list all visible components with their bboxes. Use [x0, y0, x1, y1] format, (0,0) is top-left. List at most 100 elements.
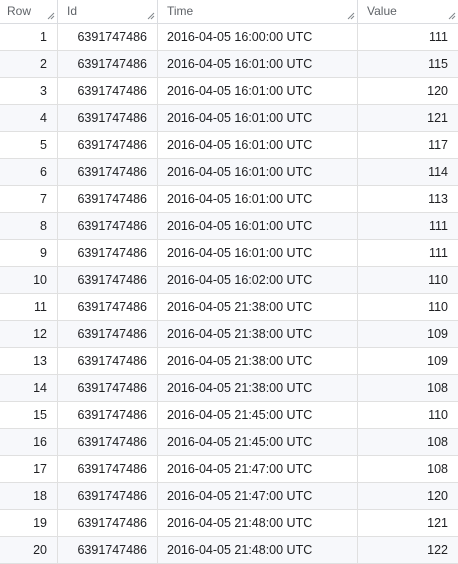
row-number-cell[interactable]: 4 — [0, 105, 58, 131]
row-number-cell[interactable]: 14 — [0, 375, 58, 401]
row-number-cell[interactable]: 7 — [0, 186, 58, 212]
time-cell[interactable]: 2016-04-05 16:01:00 UTC — [158, 186, 358, 212]
value-cell[interactable]: 113 — [428, 192, 448, 206]
table-row[interactable]: 9 6391747486 2016-04-05 16:01:00 UTC 111 — [0, 240, 458, 267]
time-cell[interactable]: 2016-04-05 16:02:00 UTC — [158, 267, 358, 293]
row-number-cell[interactable]: 2 — [0, 51, 58, 77]
id-cell[interactable]: 6391747486 — [58, 78, 158, 104]
value-cell[interactable]: 108 — [427, 435, 448, 449]
table-row[interactable]: 2 6391747486 2016-04-05 16:01:00 UTC 115 — [0, 51, 458, 78]
row-number-cell[interactable]: 8 — [0, 213, 58, 239]
table-row[interactable]: 12 6391747486 2016-04-05 21:38:00 UTC 109 — [0, 321, 458, 348]
row-number-cell[interactable]: 17 — [0, 456, 58, 482]
table-row[interactable]: 18 6391747486 2016-04-05 21:47:00 UTC 120 — [0, 483, 458, 510]
row-number-cell[interactable]: 11 — [0, 294, 58, 320]
table-row[interactable]: 5 6391747486 2016-04-05 16:01:00 UTC 117 — [0, 132, 458, 159]
time-cell[interactable]: 2016-04-05 16:01:00 UTC — [158, 159, 358, 185]
id-cell[interactable]: 6391747486 — [58, 213, 158, 239]
row-number-cell[interactable]: 15 — [0, 402, 58, 428]
time-cell[interactable]: 2016-04-05 21:45:00 UTC — [158, 429, 358, 455]
id-cell[interactable]: 6391747486 — [58, 402, 158, 428]
id-cell[interactable]: 6391747486 — [58, 105, 158, 131]
table-row[interactable]: 14 6391747486 2016-04-05 21:38:00 UTC 108 — [0, 375, 458, 402]
value-cell[interactable]: 109 — [427, 327, 448, 341]
column-header-id[interactable]: Id — [58, 0, 158, 23]
time-cell[interactable]: 2016-04-05 16:01:00 UTC — [158, 132, 358, 158]
column-header-row[interactable]: Row — [0, 0, 58, 23]
value-cell[interactable]: 108 — [427, 462, 448, 476]
row-number-cell[interactable]: 10 — [0, 267, 58, 293]
id-cell[interactable]: 6391747486 — [58, 375, 158, 401]
row-number-cell[interactable]: 3 — [0, 78, 58, 104]
id-cell[interactable]: 6391747486 — [58, 429, 158, 455]
value-cell[interactable]: 108 — [427, 381, 448, 395]
value-cell[interactable]: 110 — [428, 300, 448, 314]
row-number-cell[interactable]: 6 — [0, 159, 58, 185]
time-cell[interactable]: 2016-04-05 16:01:00 UTC — [158, 240, 358, 266]
time-cell[interactable]: 2016-04-05 21:38:00 UTC — [158, 375, 358, 401]
time-cell[interactable]: 2016-04-05 21:48:00 UTC — [158, 510, 358, 536]
id-cell[interactable]: 6391747486 — [58, 456, 158, 482]
value-cell[interactable]: 110 — [428, 408, 448, 422]
value-cell[interactable]: 111 — [428, 246, 448, 260]
id-cell[interactable]: 6391747486 — [58, 186, 158, 212]
id-cell[interactable]: 6391747486 — [58, 537, 158, 563]
id-cell[interactable]: 6391747486 — [58, 510, 158, 536]
value-cell[interactable]: 117 — [428, 138, 448, 152]
time-cell[interactable]: 2016-04-05 16:01:00 UTC — [158, 51, 358, 77]
value-cell[interactable]: 111 — [428, 219, 448, 233]
table-row[interactable]: 1 6391747486 2016-04-05 16:00:00 UTC 111 — [0, 24, 458, 51]
row-number-cell[interactable]: 18 — [0, 483, 58, 509]
resize-grip-icon[interactable] — [448, 12, 456, 20]
row-number-cell[interactable]: 16 — [0, 429, 58, 455]
time-cell[interactable]: 2016-04-05 21:47:00 UTC — [158, 456, 358, 482]
value-cell[interactable]: 120 — [427, 84, 448, 98]
id-cell[interactable]: 6391747486 — [58, 240, 158, 266]
row-number-cell[interactable]: 20 — [0, 537, 58, 563]
id-cell[interactable]: 6391747486 — [58, 267, 158, 293]
table-row[interactable]: 8 6391747486 2016-04-05 16:01:00 UTC 111 — [0, 213, 458, 240]
value-cell[interactable]: 110 — [428, 273, 448, 287]
table-row[interactable]: 7 6391747486 2016-04-05 16:01:00 UTC 113 — [0, 186, 458, 213]
id-cell[interactable]: 6391747486 — [58, 24, 158, 50]
table-row[interactable]: 6 6391747486 2016-04-05 16:01:00 UTC 114 — [0, 159, 458, 186]
id-cell[interactable]: 6391747486 — [58, 51, 158, 77]
table-row[interactable]: 16 6391747486 2016-04-05 21:45:00 UTC 108 — [0, 429, 458, 456]
time-cell[interactable]: 2016-04-05 21:38:00 UTC — [158, 294, 358, 320]
value-cell[interactable]: 121 — [427, 516, 448, 530]
time-cell[interactable]: 2016-04-05 21:38:00 UTC — [158, 321, 358, 347]
table-row[interactable]: 4 6391747486 2016-04-05 16:01:00 UTC 121 — [0, 105, 458, 132]
resize-grip-icon[interactable] — [47, 12, 55, 20]
time-cell[interactable]: 2016-04-05 16:01:00 UTC — [158, 105, 358, 131]
value-cell[interactable]: 114 — [428, 165, 448, 179]
row-number-cell[interactable]: 5 — [0, 132, 58, 158]
id-cell[interactable]: 6391747486 — [58, 132, 158, 158]
time-cell[interactable]: 2016-04-05 21:38:00 UTC — [158, 348, 358, 374]
table-row[interactable]: 11 6391747486 2016-04-05 21:38:00 UTC 110 — [0, 294, 458, 321]
table-row[interactable]: 17 6391747486 2016-04-05 21:47:00 UTC 108 — [0, 456, 458, 483]
table-row[interactable]: 3 6391747486 2016-04-05 16:01:00 UTC 120 — [0, 78, 458, 105]
table-row[interactable]: 20 6391747486 2016-04-05 21:48:00 UTC 122 — [0, 537, 458, 564]
row-number-cell[interactable]: 9 — [0, 240, 58, 266]
value-cell[interactable]: 109 — [427, 354, 448, 368]
id-cell[interactable]: 6391747486 — [58, 321, 158, 347]
value-cell[interactable]: 122 — [427, 543, 448, 557]
column-header-time[interactable]: Time — [158, 0, 358, 23]
id-cell[interactable]: 6391747486 — [58, 348, 158, 374]
id-cell[interactable]: 6391747486 — [58, 483, 158, 509]
row-number-cell[interactable]: 1 — [0, 24, 58, 50]
value-cell[interactable]: 120 — [427, 489, 448, 503]
table-row[interactable]: 13 6391747486 2016-04-05 21:38:00 UTC 109 — [0, 348, 458, 375]
time-cell[interactable]: 2016-04-05 21:45:00 UTC — [158, 402, 358, 428]
column-header-value[interactable]: Value — [358, 0, 458, 23]
time-cell[interactable]: 2016-04-05 21:48:00 UTC — [158, 537, 358, 563]
row-number-cell[interactable]: 19 — [0, 510, 58, 536]
id-cell[interactable]: 6391747486 — [58, 294, 158, 320]
resize-grip-icon[interactable] — [147, 12, 155, 20]
time-cell[interactable]: 2016-04-05 16:01:00 UTC — [158, 78, 358, 104]
value-cell[interactable]: 111 — [428, 30, 448, 44]
table-row[interactable]: 15 6391747486 2016-04-05 21:45:00 UTC 110 — [0, 402, 458, 429]
time-cell[interactable]: 2016-04-05 16:01:00 UTC — [158, 213, 358, 239]
id-cell[interactable]: 6391747486 — [58, 159, 158, 185]
time-cell[interactable]: 2016-04-05 16:00:00 UTC — [158, 24, 358, 50]
